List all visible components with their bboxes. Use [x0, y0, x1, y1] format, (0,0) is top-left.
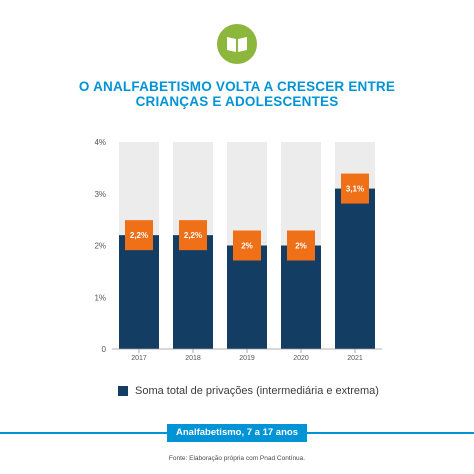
data-bar — [119, 235, 159, 349]
y-tick-label: 2% — [94, 242, 106, 251]
x-tick-label: 2020 — [293, 355, 309, 362]
source-note: Fonte: Elaboração própria com Pnad Contí… — [168, 455, 306, 462]
legend-swatch — [118, 386, 128, 396]
legend-label: Soma total de privações (intermediária e… — [135, 385, 379, 397]
data-bar — [281, 245, 321, 349]
data-label: 3,1% — [346, 185, 364, 194]
data-label-box — [179, 220, 207, 251]
data-bar — [227, 245, 267, 349]
book-icon — [217, 24, 257, 64]
y-tick-label: 4% — [94, 138, 106, 147]
y-tick-label: 1% — [94, 293, 106, 302]
y-tick-label: 3% — [94, 190, 106, 199]
title-line-1: O ANALFABETISMO VOLTA A CRESCER ENTRE — [78, 79, 396, 94]
legend: Soma total de privações (intermediária e… — [118, 385, 379, 397]
title-line-2: CRIANÇAS E ADOLESCENTES — [135, 94, 339, 109]
x-tick-label: 2017 — [131, 355, 147, 362]
data-label: 2,2% — [130, 231, 148, 240]
data-bar — [335, 188, 375, 349]
data-label: 2% — [295, 242, 307, 251]
x-tick-label: 2018 — [185, 355, 201, 362]
chart-title: O ANALFABETISMO VOLTA A CRESCER ENTRE CR… — [0, 79, 474, 109]
data-bar — [173, 235, 213, 349]
data-label-box — [233, 230, 261, 261]
x-tick-label: 2019 — [239, 355, 255, 362]
bar-chart: 0 1% 2% 3% 4% 2,2% 2017 2,2% 2018 2% 2019 2% 2020 3,1… — [94, 138, 382, 362]
data-label-box — [125, 220, 153, 251]
footer-banner: Analfabetismo, 7 a 17 anos — [0, 424, 474, 442]
data-label: 2% — [241, 242, 253, 251]
data-label-box — [287, 230, 315, 261]
y-tick-label: 0 — [102, 345, 107, 354]
data-label-box — [341, 173, 369, 204]
x-tick-label: 2021 — [347, 355, 363, 362]
data-label: 2,2% — [184, 231, 202, 240]
banner-label: Analfabetismo, 7 a 17 anos — [167, 424, 307, 442]
